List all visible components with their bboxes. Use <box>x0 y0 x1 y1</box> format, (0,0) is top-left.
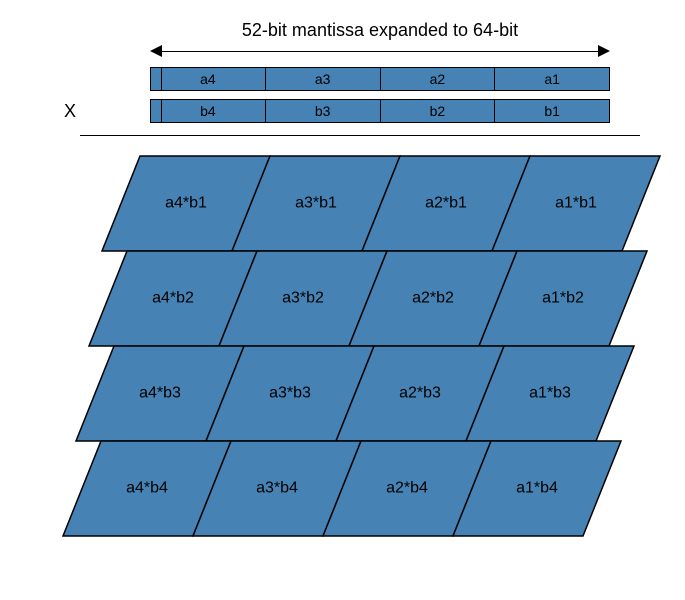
operand-a-cells: a4a3a2a1 <box>150 67 610 91</box>
operand-cell: b2 <box>381 99 496 123</box>
svg-text:a1*b2: a1*b2 <box>542 290 584 307</box>
operand-b-cells: b4b3b2b1 <box>150 99 610 123</box>
svg-text:a2*b1: a2*b1 <box>425 195 467 212</box>
operand-cell: a2 <box>381 67 496 91</box>
product-grid: a4*b1 a3*b1 a2*b1 a1*b1 a4*b2 a3*b2 a2*b2 a1*b2… <box>80 156 640 536</box>
svg-text:a4*b1: a4*b1 <box>165 195 207 212</box>
product-cell: a1*b3 <box>466 346 634 441</box>
product-cell: a1*b2 <box>479 251 647 346</box>
product-cell: a1*b1 <box>492 156 660 251</box>
svg-text:a2*b4: a2*b4 <box>386 480 428 497</box>
arrow-head-right <box>598 45 610 57</box>
arrow-line <box>158 51 602 52</box>
svg-text:a3*b2: a3*b2 <box>282 290 324 307</box>
operand-b-row: X b4b3b2b1 <box>20 97 665 125</box>
operand-cell: a1 <box>495 67 610 91</box>
svg-text:a4*b2: a4*b2 <box>152 290 194 307</box>
arrow-head-left <box>150 45 162 57</box>
svg-text:a2*b3: a2*b3 <box>399 385 441 402</box>
separator-line <box>80 135 640 136</box>
diagram-container: 52-bit mantissa expanded to 64-bit a4a3a… <box>20 20 665 580</box>
multiply-symbol: X <box>20 101 150 122</box>
svg-text:a1*b1: a1*b1 <box>555 195 597 212</box>
svg-text:a2*b2: a2*b2 <box>412 290 454 307</box>
operand-cell: a4 <box>150 67 266 91</box>
operand-a-row: a4a3a2a1 <box>20 65 665 93</box>
title-text: 52-bit mantissa expanded to 64-bit <box>150 20 610 41</box>
svg-text:a4*b3: a4*b3 <box>139 385 181 402</box>
operands: a4a3a2a1 X b4b3b2b1 <box>20 65 665 125</box>
svg-text:a1*b3: a1*b3 <box>529 385 571 402</box>
operand-cell-notch <box>161 68 162 90</box>
svg-text:a4*b4: a4*b4 <box>126 480 168 497</box>
product-cell: a1*b4 <box>453 441 621 536</box>
operand-cell: b1 <box>495 99 610 123</box>
operand-cell: a3 <box>266 67 381 91</box>
svg-text:a3*b3: a3*b3 <box>269 385 311 402</box>
operand-cell-notch <box>161 100 162 122</box>
svg-text:a1*b4: a1*b4 <box>516 480 558 497</box>
operand-cell: b4 <box>150 99 266 123</box>
operand-cell: b3 <box>266 99 381 123</box>
svg-text:a3*b1: a3*b1 <box>295 195 337 212</box>
span-arrow <box>150 43 610 59</box>
svg-text:a3*b4: a3*b4 <box>256 480 298 497</box>
